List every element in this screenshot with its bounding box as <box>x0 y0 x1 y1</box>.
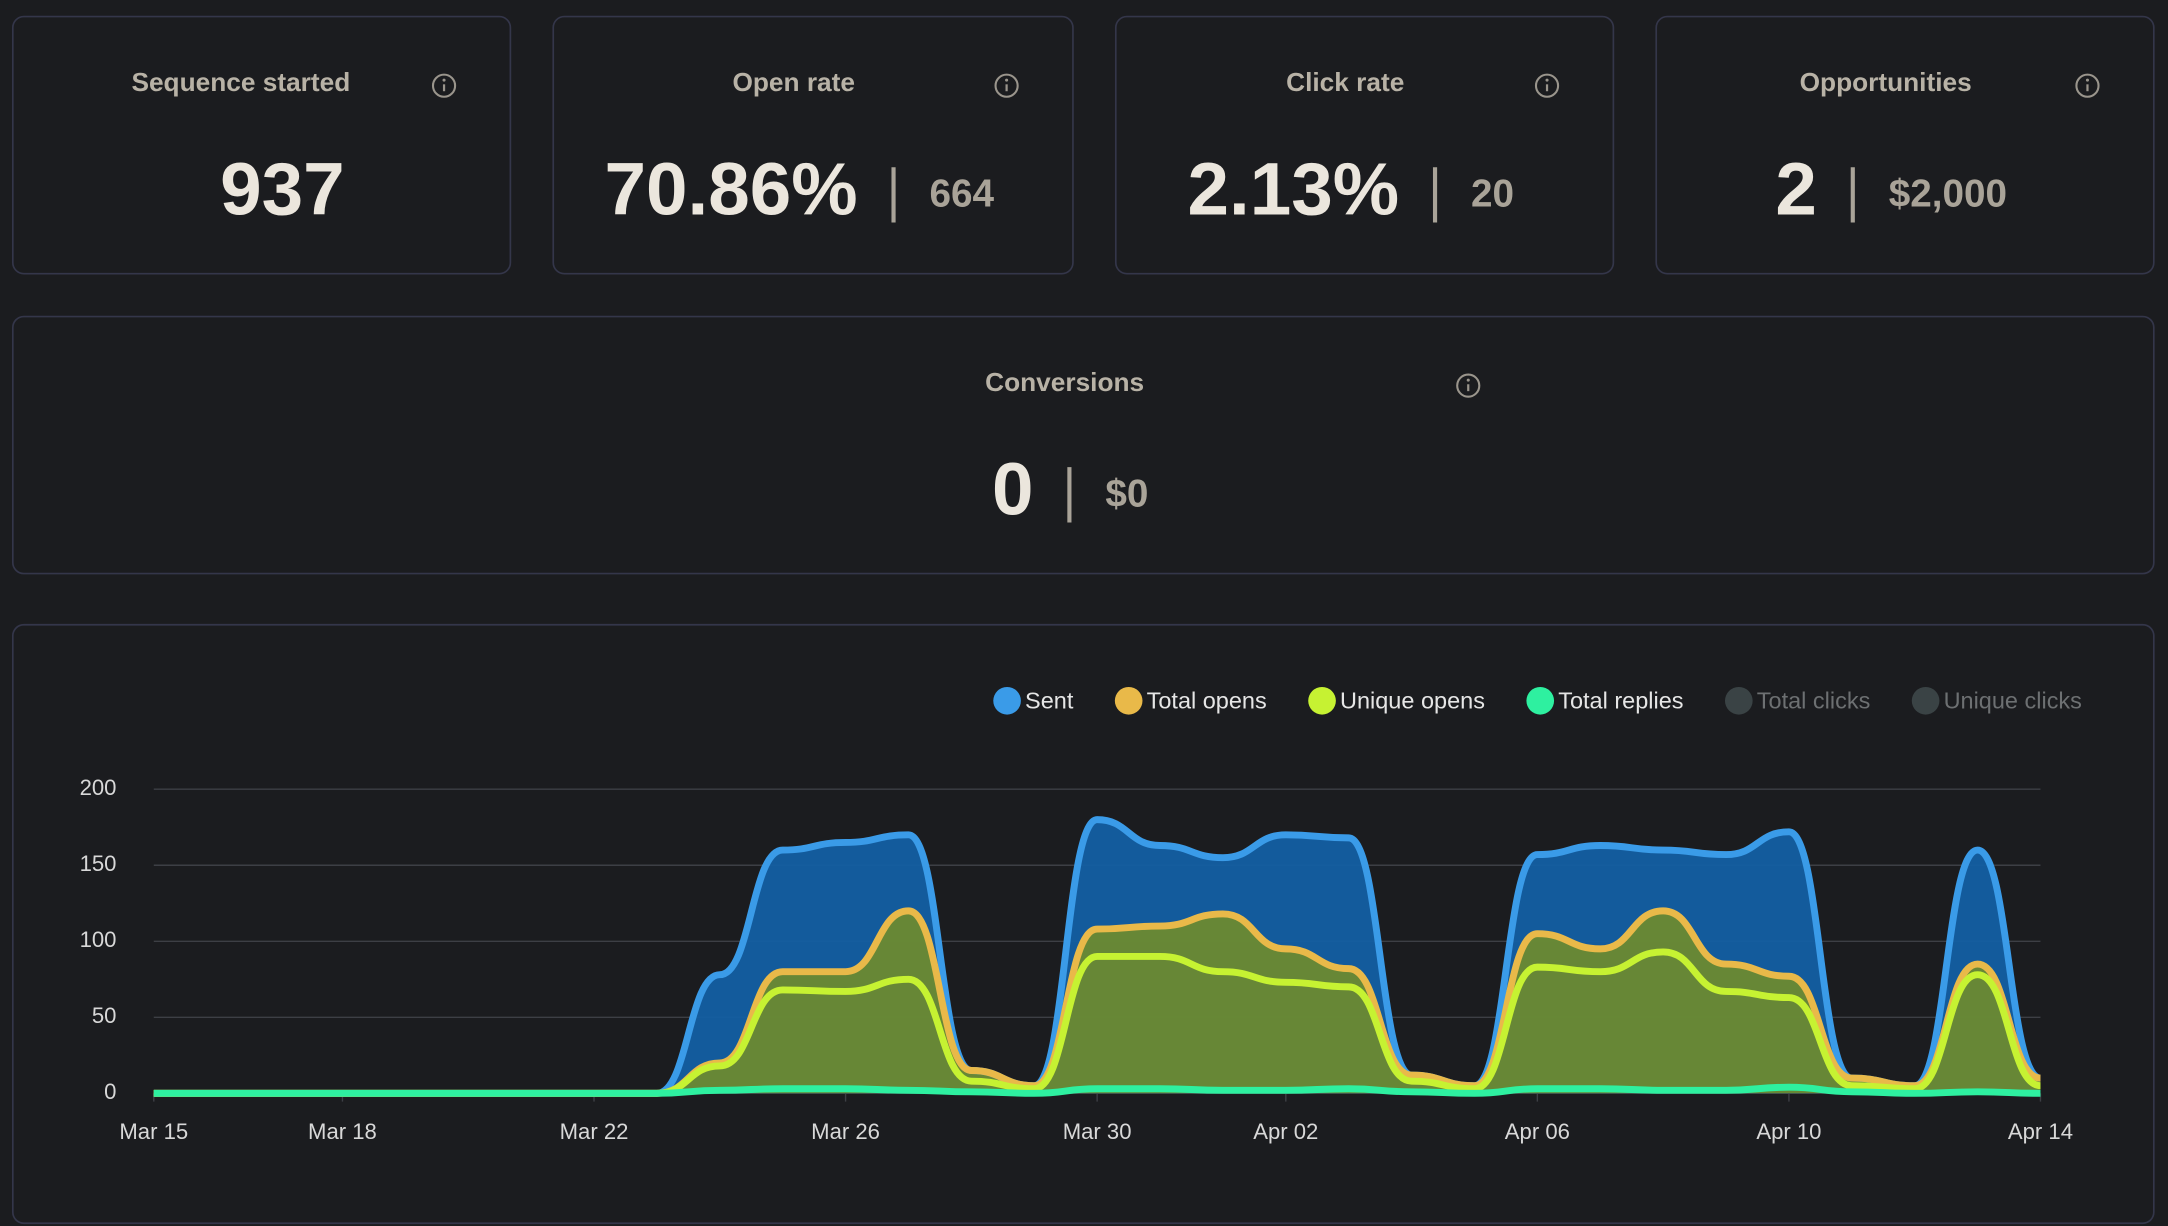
card <box>1114 15 1615 275</box>
card-label: Open rate <box>732 67 855 97</box>
y-tick-label: 100 <box>80 927 117 952</box>
x-tick-label: Mar 22 <box>560 1119 629 1144</box>
card-value: 2 <box>1775 147 1817 231</box>
card-value: 2.13% <box>1187 147 1399 231</box>
card-secondary: $0 <box>1105 472 1148 515</box>
card-label: Conversions <box>985 367 1144 397</box>
card <box>552 15 1074 275</box>
x-tick-label: Apr 06 <box>1505 1119 1570 1144</box>
legend-label: Sent <box>1025 687 1074 713</box>
info-icon <box>1456 373 1481 398</box>
legend-label: Unique opens <box>1340 687 1485 713</box>
legend-swatch <box>1526 686 1555 715</box>
y-tick-label: 150 <box>80 851 117 876</box>
card-value: 0 <box>992 447 1034 531</box>
legend-label: Total opens <box>1147 687 1267 713</box>
info-icon <box>1545 78 1549 82</box>
x-tick-label: Mar 15 <box>119 1119 188 1144</box>
info-icon <box>1534 73 1560 98</box>
info-icon <box>431 73 457 98</box>
card-value: 70.86% <box>604 147 857 231</box>
line <box>153 1083 2041 1097</box>
info-icon <box>2075 73 2100 98</box>
info-icon <box>994 73 1019 98</box>
info-icon <box>442 78 446 82</box>
y-tick-label: 50 <box>92 1003 117 1028</box>
card-secondary: $2,000 <box>1889 172 2007 215</box>
legend-label: Total clicks <box>1757 687 1871 713</box>
legend-swatch <box>1114 686 1143 715</box>
y-tick-label: 200 <box>80 775 117 800</box>
y-tick-label: 0 <box>104 1079 116 1104</box>
x-tick-label: Mar 18 <box>308 1119 377 1144</box>
x-tick-label: Apr 10 <box>1756 1119 1821 1144</box>
card-label: Click rate <box>1286 67 1404 97</box>
card <box>11 315 2155 575</box>
legend-swatch <box>1724 686 1753 715</box>
card-label: Sequence started <box>131 67 350 97</box>
x-tick-label: Mar 30 <box>1063 1119 1132 1144</box>
card-secondary: 20 <box>1471 172 1514 215</box>
x-tick-label: Apr 02 <box>1253 1119 1318 1144</box>
x-tick-label: Apr 14 <box>2008 1119 2073 1144</box>
legend-swatch <box>1911 686 1940 715</box>
card <box>1655 15 2155 275</box>
card-secondary: 664 <box>929 172 994 215</box>
x-tick-label: Mar 26 <box>811 1119 880 1144</box>
area <box>153 910 2041 1094</box>
info-icon <box>1005 78 1009 82</box>
info-icon <box>2085 78 2089 82</box>
legend-swatch <box>1308 686 1336 715</box>
legend-swatch <box>993 686 1021 715</box>
card-value: 937 <box>220 147 345 231</box>
legend-label: Total replies <box>1558 687 1683 713</box>
card <box>11 15 512 275</box>
info-icon <box>1466 378 1470 382</box>
legend-label: Unique clicks <box>1944 687 2082 713</box>
legend: Sent Total opens Unique opens Total replies… <box>993 686 2082 715</box>
card-label: Opportunities <box>1800 67 1972 97</box>
